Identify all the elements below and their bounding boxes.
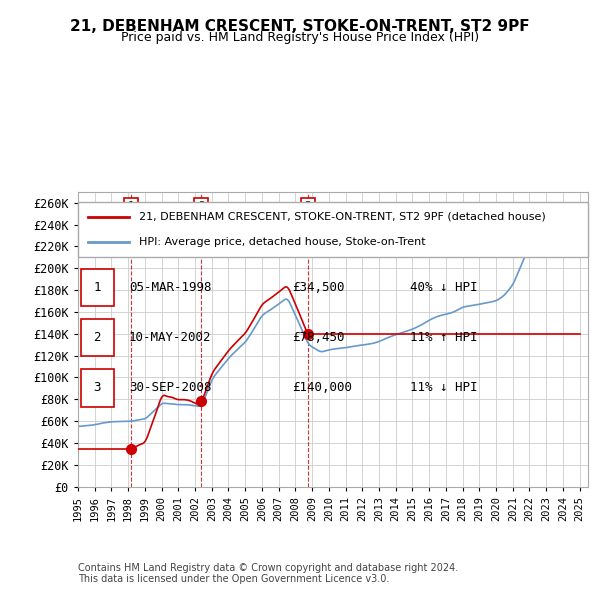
- Text: 11% ↓ HPI: 11% ↓ HPI: [409, 381, 477, 395]
- Text: 2: 2: [197, 201, 205, 211]
- Text: 1: 1: [93, 281, 101, 294]
- FancyBboxPatch shape: [80, 369, 114, 407]
- Text: 30-SEP-2008: 30-SEP-2008: [129, 381, 212, 395]
- Text: £34,500: £34,500: [292, 281, 344, 294]
- Text: 1: 1: [128, 201, 134, 211]
- FancyBboxPatch shape: [78, 202, 588, 257]
- Text: Price paid vs. HM Land Registry's House Price Index (HPI): Price paid vs. HM Land Registry's House …: [121, 31, 479, 44]
- Text: Contains HM Land Registry data © Crown copyright and database right 2024.: Contains HM Land Registry data © Crown c…: [78, 563, 458, 573]
- Text: HPI: Average price, detached house, Stoke-on-Trent: HPI: Average price, detached house, Stok…: [139, 237, 426, 247]
- Text: 05-MAR-1998: 05-MAR-1998: [129, 281, 212, 294]
- Text: 3: 3: [93, 381, 101, 395]
- Text: £78,450: £78,450: [292, 331, 344, 345]
- Text: 10-MAY-2002: 10-MAY-2002: [129, 331, 212, 345]
- Text: £140,000: £140,000: [292, 381, 352, 395]
- Text: 11% ↑ HPI: 11% ↑ HPI: [409, 331, 477, 345]
- Text: 21, DEBENHAM CRESCENT, STOKE-ON-TRENT, ST2 9PF: 21, DEBENHAM CRESCENT, STOKE-ON-TRENT, S…: [70, 19, 530, 34]
- Text: 3: 3: [305, 201, 311, 211]
- Text: This data is licensed under the Open Government Licence v3.0.: This data is licensed under the Open Gov…: [78, 574, 389, 584]
- Text: 2: 2: [93, 331, 101, 345]
- FancyBboxPatch shape: [80, 319, 114, 356]
- Text: 40% ↓ HPI: 40% ↓ HPI: [409, 281, 477, 294]
- Text: 21, DEBENHAM CRESCENT, STOKE-ON-TRENT, ST2 9PF (detached house): 21, DEBENHAM CRESCENT, STOKE-ON-TRENT, S…: [139, 212, 546, 222]
- FancyBboxPatch shape: [80, 269, 114, 306]
